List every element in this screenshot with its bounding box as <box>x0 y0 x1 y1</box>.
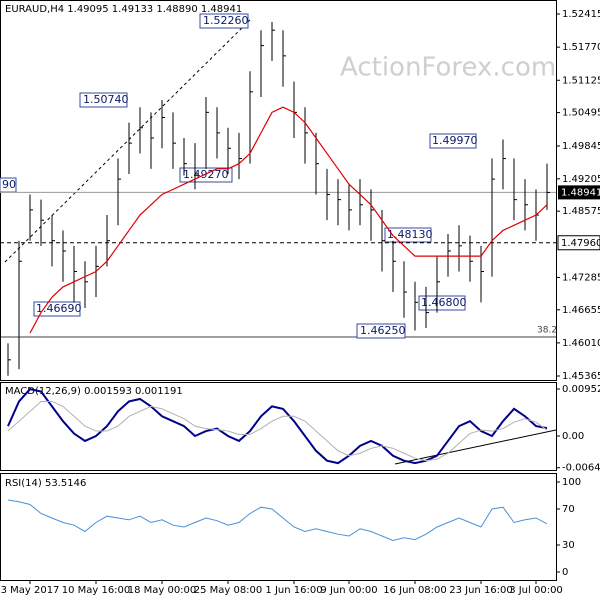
rsi-title: RSI(14) 53.5146 <box>5 478 86 489</box>
macd-title: MACD(12,26,9) 0.001593 0.001191 <box>5 386 183 397</box>
y-tick-label: -0.006431 <box>562 463 600 474</box>
fibo-label: 38.2 <box>537 326 557 336</box>
y-tick-label: 0 <box>562 567 568 578</box>
x-tick-label: 23 Jun 16:00 <box>449 585 513 596</box>
y-tick-label: 1.45365 <box>562 371 600 382</box>
x-tick-label: 9 Jun 00:00 <box>320 585 377 596</box>
y-tick-label: 1.48575 <box>562 206 600 217</box>
annotation-box <box>199 13 249 29</box>
macd-trend-line <box>394 429 557 465</box>
y-tick-label: 30 <box>562 540 575 551</box>
x-tick-label: 3 Jul 00:00 <box>509 585 563 596</box>
annotation: 90 <box>2 178 16 191</box>
level-label: 1.47960 <box>561 238 600 249</box>
macd-panel <box>0 382 557 471</box>
annotation-box <box>356 323 406 339</box>
watermark: ActionForex.com <box>340 53 556 83</box>
y-tick-label: 0.00 <box>562 431 584 442</box>
y-tick-label: 1.46655 <box>562 305 600 316</box>
x-tick-label: 18 May 00:00 <box>128 585 197 596</box>
annotation: 1.50740 <box>83 93 129 106</box>
y-tick-label: 1.51770 <box>562 42 600 53</box>
y-tick-label: 1.47285 <box>562 272 600 283</box>
y-tick-label: 1.49845 <box>562 141 600 152</box>
current-price-box <box>558 185 600 200</box>
y-tick-label: 1.51125 <box>562 75 600 86</box>
y-tick-label: 100 <box>562 477 581 488</box>
series-line <box>7 400 548 462</box>
x-tick-label: 16 Jun 08:00 <box>383 585 447 596</box>
x-tick-label: 25 May 08:00 <box>194 585 263 596</box>
moving-average <box>29 106 548 334</box>
series-line <box>7 388 548 465</box>
y-tick-label: 70 <box>562 504 575 515</box>
annotation: 1.52260 <box>203 14 249 27</box>
chart-title: EURAUD,H4 1.49095 1.49133 1.48890 1.4894… <box>5 4 242 15</box>
series-line <box>7 499 548 542</box>
level-box <box>557 235 600 251</box>
annotation: 1.46690 <box>36 302 82 315</box>
annotation-box <box>429 133 477 149</box>
annotation: 1.48130 <box>387 228 433 241</box>
x-tick-label: 10 May 16:00 <box>62 585 131 596</box>
annotation: 1.46800 <box>421 296 467 309</box>
annotation-box <box>79 92 128 108</box>
y-tick-label: 1.52415 <box>562 9 600 20</box>
y-tick-label: 0.009523 <box>562 384 600 395</box>
annotation-box <box>418 295 466 311</box>
x-tick-label: 3 May 2017 <box>1 585 60 596</box>
annotation: 1.46250 <box>360 324 406 337</box>
annotation: 1.49970 <box>432 134 478 147</box>
y-tick-label: 1.49205 <box>562 174 600 185</box>
rsi-panel <box>0 473 557 581</box>
y-tick-label: 1.50495 <box>562 108 600 119</box>
y-tick-label: 1.46010 <box>562 338 600 349</box>
current-price-label: 1.48941 <box>561 187 600 198</box>
x-tick-label: 1 Jun 16:00 <box>265 585 322 596</box>
